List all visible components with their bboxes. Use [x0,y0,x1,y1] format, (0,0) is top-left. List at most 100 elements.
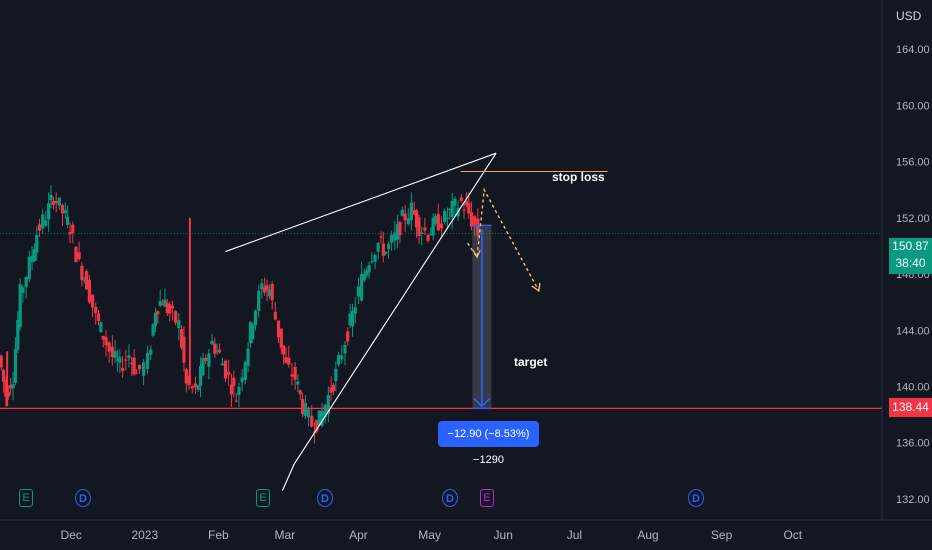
projection-arrowhead [531,282,541,293]
candle [174,311,178,323]
candle [359,274,364,301]
candle [320,410,324,426]
candle [134,373,139,375]
candle [27,256,31,280]
time-tick-label: Apr [349,528,368,542]
candle [124,359,128,361]
candle [51,200,56,205]
candle [170,305,175,309]
candle [306,409,311,418]
candle [217,349,222,353]
measure-arrowhead [473,397,491,408]
trend-line [225,152,497,253]
candle [376,242,380,252]
candle [331,384,336,391]
candle [390,234,394,243]
candle [443,210,447,223]
dividend-event-icon[interactable]: D [442,489,458,507]
candle [35,235,39,253]
candle [237,386,241,396]
candle [4,380,8,397]
candle [445,217,450,220]
candle [260,283,264,290]
candle [196,385,200,390]
candle [11,384,15,389]
candle [107,342,111,352]
candle [66,216,70,225]
candle [296,381,300,385]
candle [184,369,188,384]
candle [127,355,131,359]
dividend-event-icon[interactable]: D [317,489,333,507]
candle [426,235,430,241]
dividend-event-icon[interactable]: D [75,489,91,507]
bar-countdown: 38:40 [895,256,926,270]
candle [323,404,327,418]
candle [279,328,283,348]
target-label[interactable]: target [514,355,548,369]
time-tick-label: Aug [637,528,658,542]
candle [334,368,338,382]
candle [99,322,103,333]
candles-layer [0,185,480,444]
drawings-layer [0,152,882,491]
candle [433,216,438,224]
candle [9,384,13,389]
candle [198,365,203,386]
candle [436,214,440,231]
candle [315,419,319,432]
candle [57,197,61,206]
candle [282,345,286,355]
candle [343,345,347,354]
candle [420,232,424,234]
candle [41,214,45,229]
candle [204,357,208,361]
candle [400,209,404,216]
measure-label[interactable]: −12.90 (−8.53%) −1290 [438,421,539,466]
time-tick-label: Jun [494,528,513,542]
candle [240,377,244,383]
earnings-event-icon[interactable]: E [480,489,494,507]
candle [403,213,407,221]
candle [251,324,255,339]
candle [384,251,388,254]
candle [74,246,78,263]
current-price-badge: 150.87 38:40 [889,238,932,274]
projection-path [467,187,540,292]
candle [158,301,162,306]
candle [287,357,291,365]
dividend-event-icon[interactable]: D [688,489,704,507]
candle [346,331,350,342]
candle [406,218,410,224]
time-tick-label: Mar [274,528,295,542]
projection-arrowhead [472,249,481,259]
candle [153,312,158,326]
candle [101,335,105,340]
candle [138,364,142,370]
currency-label: USD [896,9,922,23]
candle [429,234,433,236]
candle [270,284,274,301]
candle [276,320,281,338]
stop-loss-label[interactable]: stop loss [552,170,605,184]
support-price-badge: 138.44 [889,398,932,417]
candle [1,369,6,382]
candle [257,290,261,312]
candle [179,329,184,348]
candle [365,270,369,276]
time-tick-label: Feb [208,528,229,542]
trend-line-extension [281,463,295,491]
candle [18,284,22,328]
candle [431,217,435,236]
candle [165,303,169,314]
candle [284,356,288,363]
candle [16,319,20,350]
candle [77,252,81,260]
earnings-event-icon[interactable]: E [256,489,270,507]
time-tick-label: Jul [567,528,582,542]
candle [414,210,419,228]
candle [469,212,474,227]
earnings-event-icon[interactable]: E [19,489,33,507]
